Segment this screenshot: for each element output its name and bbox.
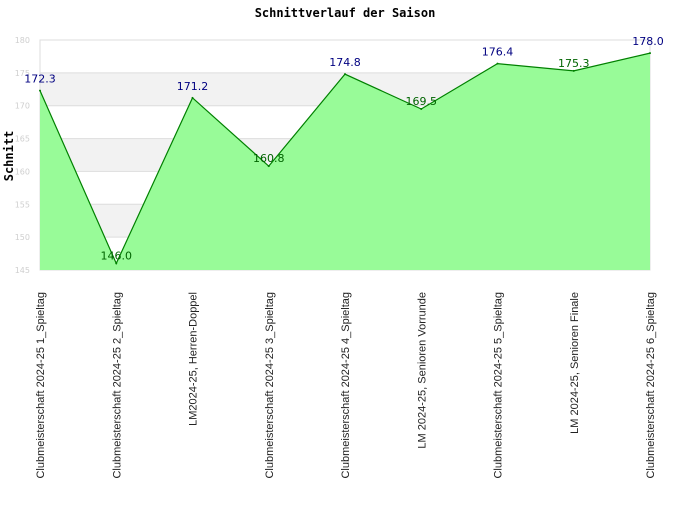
- x-tick-label: Clubmeisterschaft 2024-25 4_Spieltag: [340, 292, 352, 479]
- y-tick-label: 165: [15, 135, 30, 144]
- x-tick-label: LM2024-25, Herren-Doppel: [188, 292, 200, 426]
- y-tick-label: 160: [15, 167, 30, 176]
- data-point: [572, 69, 575, 72]
- data-point: [420, 108, 423, 110]
- data-point: [496, 62, 499, 65]
- chart-title: Schnittverlauf der Saison: [255, 6, 436, 20]
- data-label: 174.8: [329, 56, 361, 69]
- data-label: 160.8: [253, 152, 285, 165]
- data-label: 175.3: [558, 57, 590, 70]
- data-label: 178.0: [632, 35, 664, 48]
- data-label: 176.4: [482, 46, 514, 59]
- x-tick-label: Clubmeisterschaft 2024-25 6_Spieltag: [645, 292, 657, 479]
- y-tick-label: 155: [15, 200, 30, 209]
- series-area: [40, 53, 650, 271]
- y-tick-label: 170: [15, 102, 30, 111]
- data-label: 146.0: [101, 249, 133, 262]
- x-tick-label: LM 2024-25, Senioren Vorrunde: [416, 292, 428, 449]
- data-point: [191, 96, 194, 99]
- data-label: 169.5: [406, 95, 438, 108]
- data-point: [115, 262, 118, 265]
- y-tick-label: 145: [15, 266, 30, 275]
- x-tick-label: LM 2024-25, Senioren Finale: [569, 292, 581, 434]
- data-label: 172.3: [24, 73, 56, 86]
- y-tick-label: 150: [15, 233, 30, 242]
- grid-band: [40, 40, 650, 73]
- x-tick-label: Clubmeisterschaft 2024-25 5_Spieltag: [493, 292, 505, 479]
- x-tick-label: Clubmeisterschaft 2024-25 3_Spieltag: [264, 292, 276, 479]
- plot-area: 145 150 155 160 165 170 175 180 172.3 146.0 171.2 1…: [15, 35, 664, 478]
- data-point: [267, 165, 270, 168]
- data-point: [344, 73, 346, 76]
- y-tick-label: 180: [15, 36, 30, 45]
- y-tick-label: 175: [15, 69, 30, 78]
- y-axis-label: Schnitt: [2, 131, 16, 182]
- x-tick-label: Clubmeisterschaft 2024-25 2_Spieltag: [111, 292, 123, 479]
- data-point: [649, 52, 651, 55]
- data-point: [39, 89, 41, 92]
- x-tick-label: Clubmeisterschaft 2024-25 1_Spieltag: [35, 292, 47, 479]
- data-label: 171.2: [177, 80, 209, 93]
